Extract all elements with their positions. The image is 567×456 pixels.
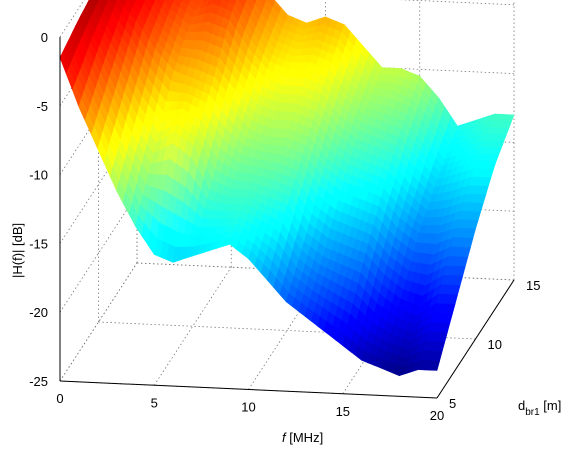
y-tick-label: 15 xyxy=(526,278,540,293)
z-axis-label: |H(f)| [dB] xyxy=(10,223,25,278)
x-axis-line xyxy=(59,380,438,399)
grid-line xyxy=(59,262,138,382)
z-tick-label: -10 xyxy=(29,168,48,183)
grid-line xyxy=(59,193,138,313)
surface xyxy=(59,0,515,377)
surface-patch xyxy=(430,360,440,371)
y-axis-label-symbol: d xyxy=(518,398,525,413)
x-tick-label: 10 xyxy=(241,400,255,415)
x-tick-label: 15 xyxy=(336,404,350,419)
y-axis-label: dbr1 [m] xyxy=(518,398,561,418)
z-tick-label: -20 xyxy=(29,305,48,320)
z-tick-label: -5 xyxy=(36,99,48,114)
z-tick-label: -25 xyxy=(29,374,48,389)
y-axis-line xyxy=(436,279,515,399)
x-tick-label: 0 xyxy=(56,391,63,406)
x-axis-label-symbol: f xyxy=(282,430,287,445)
x-tick-label: 20 xyxy=(430,408,444,423)
y-tick-label: 5 xyxy=(449,396,456,411)
y-axis-label-unit: [m] xyxy=(540,398,562,413)
grid-line xyxy=(153,267,232,386)
x-axis-label: f [MHz] xyxy=(282,430,323,445)
tick-labels: 0 5 10 15 20 5 10 15 0 -5 -10 -15 -20 -25 xyxy=(29,30,540,423)
grid-line xyxy=(98,321,476,340)
z-tick-label: -15 xyxy=(29,236,48,251)
x-tick-label: 5 xyxy=(151,395,158,410)
z-tick-label: 0 xyxy=(41,30,48,45)
x-axis-label-unit: [MHz] xyxy=(286,430,324,445)
y-tick-label: 10 xyxy=(488,337,502,352)
y-axis-label-subscript: br1 xyxy=(525,407,540,418)
axes xyxy=(59,37,515,399)
